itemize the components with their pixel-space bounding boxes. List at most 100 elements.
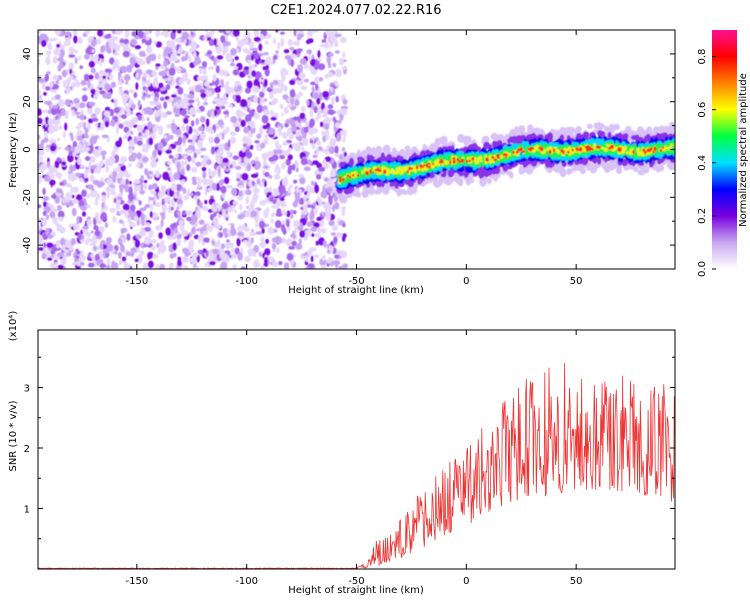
noise-blob xyxy=(130,103,136,110)
noise-blob xyxy=(268,256,274,263)
noise-blob xyxy=(70,135,74,142)
signal-blob xyxy=(597,130,603,137)
noise-blob xyxy=(80,249,84,258)
noise-blob xyxy=(328,194,333,203)
noise-blob xyxy=(191,158,196,164)
noise-blob xyxy=(120,156,127,163)
noise-blob xyxy=(60,156,66,162)
noise-blob xyxy=(175,103,182,109)
signal-blob xyxy=(621,158,628,167)
noise-blob xyxy=(339,130,347,136)
noise-blob xyxy=(96,219,103,225)
noise-blob xyxy=(119,219,123,224)
noise-blob xyxy=(149,203,153,209)
noise-blob xyxy=(276,149,283,154)
noise-blob xyxy=(38,149,45,157)
noise-blob xyxy=(327,30,334,38)
noise-blob xyxy=(259,78,263,83)
noise-blob xyxy=(296,145,300,151)
noise-blob xyxy=(287,147,293,152)
noise-blob xyxy=(141,38,146,44)
signal-blob xyxy=(601,160,609,170)
noise-blob xyxy=(113,44,120,52)
noise-blob xyxy=(316,97,321,105)
noise-blob xyxy=(340,37,347,43)
noise-blob xyxy=(172,242,177,251)
noise-blob xyxy=(105,186,113,193)
noise-blob xyxy=(232,30,240,37)
heatmap-marks xyxy=(38,30,675,269)
noise-blob xyxy=(139,250,145,256)
noise-blob xyxy=(147,121,153,130)
noise-blob xyxy=(57,252,64,258)
noise-blob xyxy=(277,126,282,133)
noise-blob xyxy=(108,91,112,100)
noise-blob xyxy=(261,152,269,161)
signal-blob xyxy=(404,145,411,152)
noise-blob xyxy=(210,195,214,199)
noise-blob xyxy=(139,228,147,237)
noise-region xyxy=(38,30,349,269)
noise-blob xyxy=(38,167,45,173)
noise-blob xyxy=(198,219,205,225)
noise-blob xyxy=(128,163,132,168)
noise-blob xyxy=(232,264,237,269)
noise-blob xyxy=(87,108,93,115)
noise-blob xyxy=(136,57,143,65)
noise-blob xyxy=(45,86,51,91)
signal-blob xyxy=(526,166,531,175)
noise-blob xyxy=(160,189,165,197)
signal-blob xyxy=(369,154,374,161)
noise-blob xyxy=(314,76,320,84)
noise-blob xyxy=(302,137,309,147)
noise-blob xyxy=(214,109,218,117)
noise-blob xyxy=(257,161,261,169)
noise-blob xyxy=(57,57,64,62)
noise-blob xyxy=(124,30,130,38)
noise-blob xyxy=(56,43,61,48)
noise-blob xyxy=(224,99,228,106)
noise-blob xyxy=(130,247,137,253)
noise-blob xyxy=(272,37,276,45)
noise-blob xyxy=(188,56,192,62)
noise-blob xyxy=(87,121,90,130)
noise-blob xyxy=(314,233,322,238)
noise-blob xyxy=(312,201,317,207)
noise-blob xyxy=(295,94,300,101)
noise-blob xyxy=(267,226,275,235)
signal-blob xyxy=(486,177,492,185)
noise-blob xyxy=(342,233,347,238)
noise-blob xyxy=(261,228,265,234)
noise-blob xyxy=(65,191,73,201)
noise-blob xyxy=(191,30,197,33)
noise-blob xyxy=(191,226,196,235)
noise-blob xyxy=(175,96,182,101)
noise-blob xyxy=(263,209,268,218)
noise-blob xyxy=(66,252,72,257)
noise-blob xyxy=(82,229,89,234)
noise-blob xyxy=(200,147,207,152)
noise-blob xyxy=(280,224,286,233)
noise-blob xyxy=(286,253,294,261)
noise-blob xyxy=(211,110,214,119)
noise-blob xyxy=(245,196,250,205)
noise-blob xyxy=(225,126,230,133)
noise-blob xyxy=(138,132,142,137)
noise-blob xyxy=(330,232,336,236)
noise-blob xyxy=(246,80,253,89)
noise-blob xyxy=(117,237,122,245)
noise-blob xyxy=(134,258,139,263)
noise-blob xyxy=(327,61,332,69)
signal-blob xyxy=(515,135,523,144)
noise-blob xyxy=(202,68,207,75)
noise-blob xyxy=(197,76,204,81)
noise-blob xyxy=(253,187,260,195)
noise-blob xyxy=(88,101,96,107)
noise-blob xyxy=(177,256,182,262)
noise-blob xyxy=(231,205,236,209)
signal-blob xyxy=(410,146,418,154)
noise-blob xyxy=(197,180,201,189)
noise-blob xyxy=(182,187,186,195)
noise-blob xyxy=(186,149,194,154)
noise-blob xyxy=(118,123,124,129)
